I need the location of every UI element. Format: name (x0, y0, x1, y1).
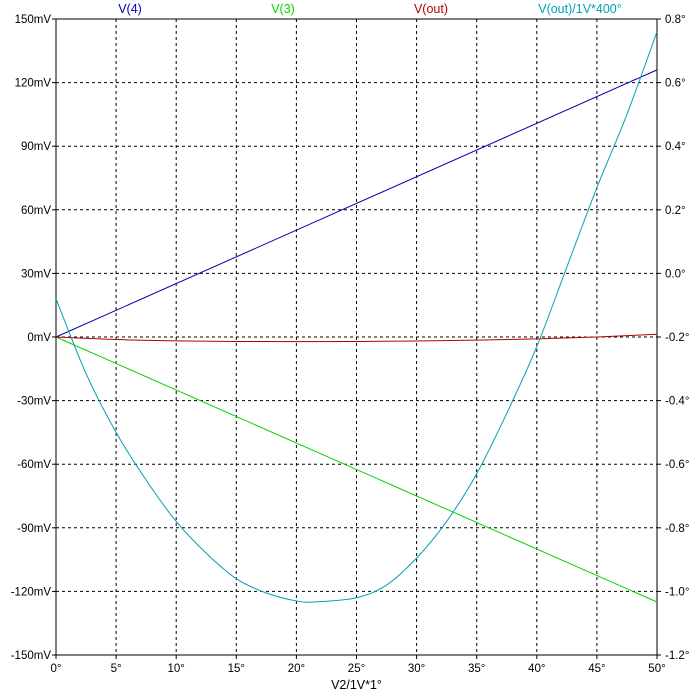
x-tick-label: 0° (51, 663, 62, 675)
x-tick-label: 30° (408, 663, 425, 675)
y-left-tick-label: 60mV (21, 205, 51, 217)
y-left-tick-label: -150mV (11, 650, 52, 662)
series-line-2 (55, 336, 658, 603)
x-axis: 0° 5° 10° 15° 20° 25° 30° 35° 40° 45° 50° (51, 655, 666, 675)
y-right-tick-label: 0.6° (665, 78, 686, 90)
legend-entry-3: V(out) (414, 2, 448, 16)
series-line-4 (55, 31, 658, 603)
y-right-tick-label: -0.2° (665, 332, 689, 344)
y-right-tick-label: 0.8° (665, 14, 686, 26)
series-line-3 (55, 333, 658, 343)
y-right-axis: 0.8° 0.6° 0.4° 0.2° 0.0° -0.2° -0.4° -0.6° -0.8°… (657, 14, 689, 662)
y-left-tick-label: 120mV (15, 78, 52, 90)
grid (56, 19, 657, 655)
y-right-tick-label: -0.8° (665, 523, 689, 535)
y-right-tick-label: -1.2° (665, 650, 689, 662)
x-tick-label: 35° (468, 663, 485, 675)
y-right-tick-label: -1.0° (665, 586, 689, 598)
series-lines (55, 31, 658, 603)
y-left-tick-label: 150mV (15, 14, 52, 26)
y-right-tick-label: 0.2° (665, 205, 686, 217)
y-left-axis: 150mV 120mV 90mV 60mV 30mV 0mV -30mV -60mV -90mV… (11, 14, 56, 662)
y-left-tick-label: 90mV (21, 141, 51, 153)
x-tick-label: 10° (168, 663, 185, 675)
y-left-tick-label: -120mV (11, 586, 52, 598)
legend-entry-2: V(3) (271, 2, 295, 16)
y-right-tick-label: 0.4° (665, 141, 686, 153)
y-left-tick-label: -90mV (17, 523, 51, 535)
series-line-1 (55, 69, 658, 338)
y-left-tick-label: -30mV (17, 396, 51, 408)
x-tick-label: 5° (111, 663, 122, 675)
y-left-tick-label: 30mV (21, 268, 51, 280)
y-right-tick-label: 0.0° (665, 268, 686, 280)
y-right-tick-label: -0.4° (665, 396, 689, 408)
y-right-tick-label: -0.6° (665, 459, 689, 471)
x-tick-label: 15° (228, 663, 245, 675)
legend: V(4) V(3) V(out) V(out)/1V*400° (118, 2, 622, 16)
x-tick-label: 40° (528, 663, 545, 675)
y-left-tick-label: -60mV (17, 459, 51, 471)
x-tick-label: 25° (348, 663, 365, 675)
x-tick-label: 45° (588, 663, 605, 675)
y-left-tick-label: 0mV (27, 332, 51, 344)
legend-entry-1: V(4) (118, 2, 142, 16)
x-tick-label: 50° (648, 663, 665, 675)
x-tick-label: 20° (288, 663, 305, 675)
legend-entry-4: V(out)/1V*400° (538, 2, 622, 16)
x-axis-label: V2/1V*1° (331, 678, 382, 692)
